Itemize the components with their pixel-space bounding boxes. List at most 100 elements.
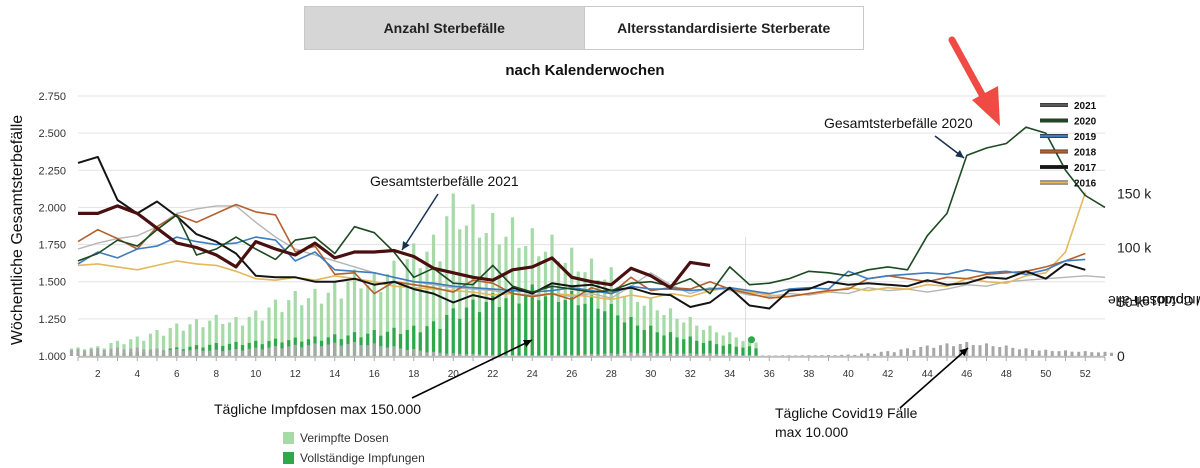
bar-covid-faelle xyxy=(306,345,310,356)
annotation-gesamt-2021: Gesamtsterbefälle 2021 xyxy=(370,173,519,189)
bar-covid-faelle xyxy=(616,353,620,356)
bar-covid-faelle xyxy=(906,348,909,356)
legend-label-2017: 2017 xyxy=(1074,163,1097,174)
bar-vollstaendige-impfungen xyxy=(695,340,699,356)
bar-vollstaendige-impfungen xyxy=(688,336,692,356)
legend-label-2021: 2021 xyxy=(1074,101,1097,112)
bar-verimpfte-dosen xyxy=(464,225,469,356)
bar-vollstaendige-impfungen xyxy=(662,335,666,356)
bar-covid-faelle xyxy=(392,346,396,356)
bar-verimpfte-dosen xyxy=(300,305,304,356)
bar-covid-faelle xyxy=(83,350,87,356)
bar-covid-faelle xyxy=(721,353,725,356)
bar-vollstaendige-impfungen xyxy=(392,327,396,356)
x-tick-label: 40 xyxy=(843,369,855,380)
bar-covid-faelle xyxy=(543,355,547,356)
bar-covid-faelle xyxy=(247,348,251,356)
bar-verimpfte-dosen xyxy=(359,288,363,356)
bar-covid-faelle xyxy=(780,355,784,356)
bar-vollstaendige-impfungen xyxy=(471,299,475,356)
bar-covid-faelle xyxy=(1077,351,1081,356)
bar-verimpfte-dosen xyxy=(221,323,225,356)
bar-verimpfte-dosen xyxy=(194,319,199,356)
bar-verimpfte-dosen xyxy=(326,292,330,356)
bar-covid-faelle xyxy=(366,345,370,356)
bar-vollstaendige-impfungen xyxy=(537,300,541,356)
bar-vollstaendige-impfungen xyxy=(583,303,587,356)
bar-verimpfte-dosen xyxy=(491,213,495,356)
bar-vollstaendige-impfungen xyxy=(418,332,422,356)
bar-verimpfte-dosen xyxy=(714,332,719,356)
bar-verimpfte-dosen xyxy=(721,335,725,356)
bar-covid-faelle xyxy=(590,353,593,356)
x-tick-label: 52 xyxy=(1080,369,1092,380)
bar-covid-faelle xyxy=(794,355,798,356)
bar-covid-faelle xyxy=(1004,345,1008,356)
bar-vollstaendige-impfungen xyxy=(208,344,212,356)
bar-covid-faelle xyxy=(1024,348,1028,356)
annotation-covid-line1: Tägliche Covid19 Fälle xyxy=(775,405,918,421)
bar-covid-faelle xyxy=(484,354,488,356)
bar-covid-faelle xyxy=(932,347,936,356)
bar-covid-faelle xyxy=(708,353,712,356)
bar-vollstaendige-impfungen xyxy=(398,334,403,356)
y-tick-label: 1.000 xyxy=(38,351,66,363)
bar-verimpfte-dosen xyxy=(319,303,324,356)
x-tick-label: 18 xyxy=(408,369,420,380)
bar-covid-faelle xyxy=(155,348,159,356)
bar-verimpfte-dosen xyxy=(405,259,409,356)
bar-covid-faelle xyxy=(1017,349,1021,356)
bar-covid-faelle xyxy=(1096,352,1100,356)
bar-verimpfte-dosen xyxy=(155,330,159,356)
bar-covid-faelle xyxy=(537,355,541,356)
x-tick-label: 46 xyxy=(961,369,973,380)
series-line-2020 xyxy=(77,126,1106,295)
bar-verimpfte-dosen xyxy=(208,320,212,356)
bar-covid-faelle xyxy=(1031,349,1035,356)
bar-covid-faelle xyxy=(399,348,403,356)
bar-verimpfte-dosen xyxy=(728,332,732,356)
bar-covid-faelle xyxy=(978,345,982,356)
bar-covid-faelle xyxy=(945,343,949,356)
bar-covid-faelle xyxy=(254,347,258,356)
bar-vollstaendige-impfungen xyxy=(675,337,679,356)
bar-verimpfte-dosen xyxy=(135,336,139,356)
bar-vollstaendige-impfungen xyxy=(221,345,225,356)
bar-covid-faelle xyxy=(787,355,791,356)
bar-vollstaendige-impfungen xyxy=(412,325,416,356)
bar-vollstaendige-impfungen xyxy=(425,326,429,356)
bar-covid-faelle xyxy=(405,349,409,356)
tab-anzahl-sterbefaelle[interactable]: Anzahl Sterbefälle xyxy=(305,7,584,49)
y2-tick-label: 0 xyxy=(1117,348,1125,364)
x-tick-label: 32 xyxy=(685,369,697,380)
bar-vollstaendige-impfungen xyxy=(504,298,508,356)
bar-covid-faelle xyxy=(859,353,863,356)
tab-altersstandardisierte-sterberate[interactable]: Altersstandardisierte Sterberate xyxy=(583,7,864,49)
annotations: Gesamtsterbefälle 2021 Gesamtsterbefälle … xyxy=(214,36,1000,440)
legend-label-2019: 2019 xyxy=(1074,132,1097,143)
bar-covid-faelle xyxy=(820,355,824,356)
bar-covid-faelle xyxy=(471,353,475,356)
bar-covid-faelle xyxy=(879,351,883,356)
bar-vollstaendige-impfungen xyxy=(431,321,436,356)
bar-covid-faelle xyxy=(958,343,962,356)
bar-covid-faelle xyxy=(135,347,139,356)
bar-covid-faelle xyxy=(353,342,356,356)
bar-vollstaendige-impfungen xyxy=(484,301,488,356)
bar-vollstaendige-impfungen xyxy=(543,296,548,356)
bar-verimpfte-dosen xyxy=(418,268,422,356)
bar-verimpfte-dosen xyxy=(346,281,350,356)
x-tick-label: 50 xyxy=(1040,369,1052,380)
red-arrow-shaft xyxy=(948,36,989,104)
bar-vollstaendige-impfungen xyxy=(366,333,370,356)
bar-verimpfte-dosen xyxy=(313,288,317,356)
bar-verimpfte-dosen xyxy=(168,328,172,356)
bar-covid-faelle xyxy=(188,350,192,356)
bar-covid-faelle xyxy=(1050,351,1054,356)
bar-covid-faelle xyxy=(925,345,929,356)
bar-vollstaendige-impfungen xyxy=(629,317,633,356)
bar-covid-faelle xyxy=(629,352,633,356)
legend-swatch-verimpfte-dosen xyxy=(283,432,294,444)
bar-covid-faelle xyxy=(201,350,205,356)
bar-covid-faelle xyxy=(873,353,877,356)
